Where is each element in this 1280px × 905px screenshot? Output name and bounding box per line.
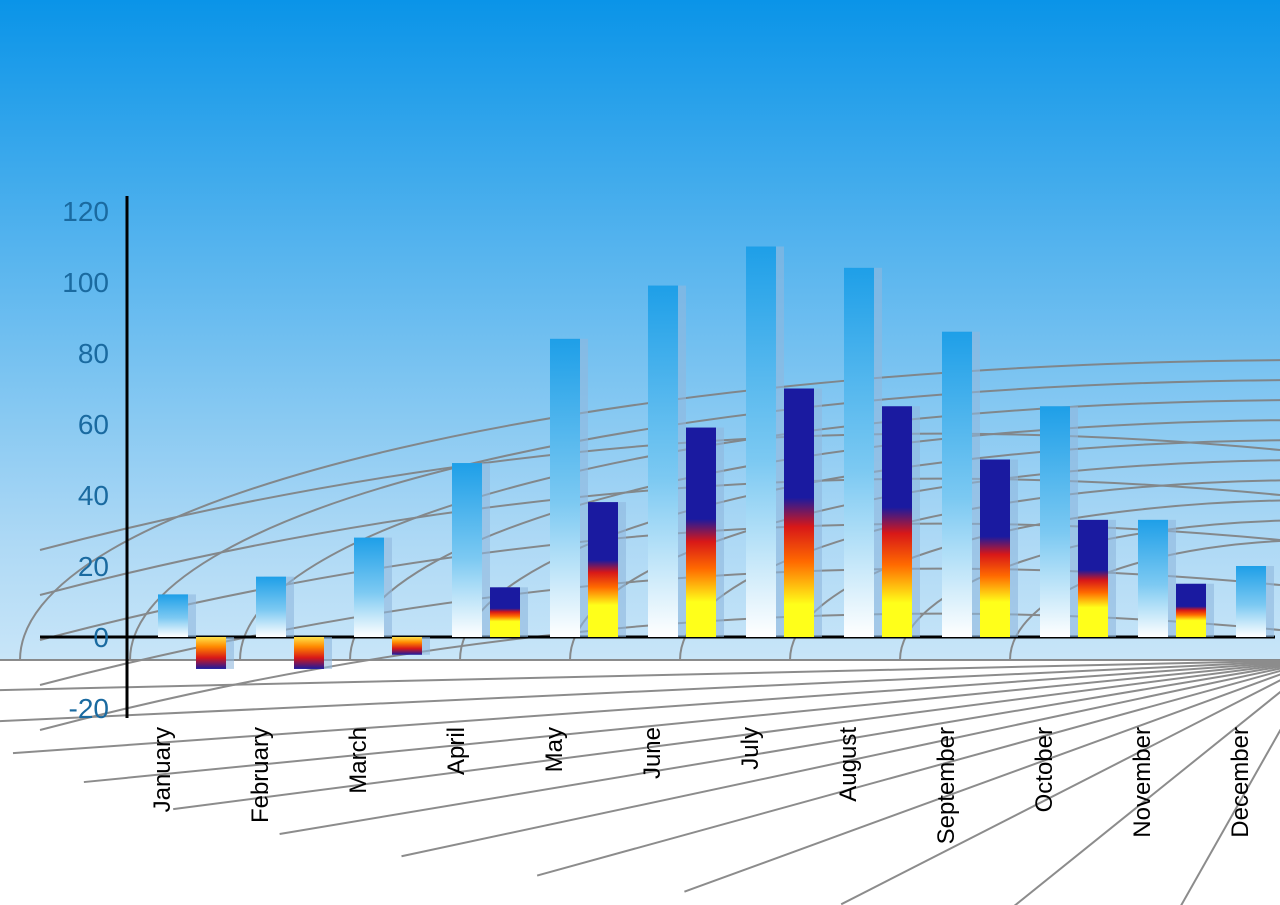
y-tick-label: 0 [93, 622, 109, 653]
x-category-label: December [1227, 727, 1254, 838]
bar-series-a [158, 594, 188, 637]
bar-series-b [980, 460, 1010, 638]
y-tick-label: 120 [62, 196, 109, 227]
bar-series-a [550, 339, 580, 637]
x-category-label: March [345, 727, 372, 794]
x-category-label: February [247, 727, 274, 823]
x-category-label: July [737, 727, 764, 770]
x-category-label: September [933, 727, 960, 844]
bar-series-b [882, 406, 912, 637]
bar-series-b [490, 587, 520, 637]
bar-series-b [392, 637, 422, 655]
bar-series-a [942, 332, 972, 637]
y-tick-label: 20 [78, 551, 109, 582]
bar-series-b [1176, 584, 1206, 637]
y-tick-label: -20 [69, 693, 109, 724]
bar-series-a [648, 286, 678, 637]
bar-series-b [1078, 520, 1108, 637]
chart-canvas: -20 0 20 40 60 80 100 120 January February March A… [0, 0, 1280, 905]
x-category-label: January [149, 727, 176, 812]
x-category-label: May [541, 727, 568, 772]
bar-series-a [452, 463, 482, 637]
background-floor [0, 660, 1280, 905]
y-tick-label: 100 [62, 267, 109, 298]
x-category-label: August [835, 727, 862, 802]
bar-series-a [1040, 406, 1070, 637]
bar-series-a [256, 577, 286, 637]
bar-series-a [844, 268, 874, 637]
bar-series-b [196, 637, 226, 669]
bar-series-a [354, 538, 384, 637]
bar-series-b [686, 428, 716, 637]
x-category-label: November [1129, 727, 1156, 838]
y-tick-label: 40 [78, 480, 109, 511]
x-category-label: June [639, 727, 666, 779]
bar-series-b [588, 502, 618, 637]
bar-series-a [1236, 566, 1266, 637]
bar-series-b [784, 389, 814, 638]
monthly-bar-chart: -20 0 20 40 60 80 100 120 January February March A… [0, 0, 1280, 905]
bar-series-a [1138, 520, 1168, 637]
bar-series-b [294, 637, 324, 669]
x-category-label: October [1031, 727, 1058, 812]
y-tick-label: 60 [78, 409, 109, 440]
bar-series-a [746, 247, 776, 638]
x-category-label: April [443, 727, 470, 775]
y-tick-label: 80 [78, 338, 109, 369]
